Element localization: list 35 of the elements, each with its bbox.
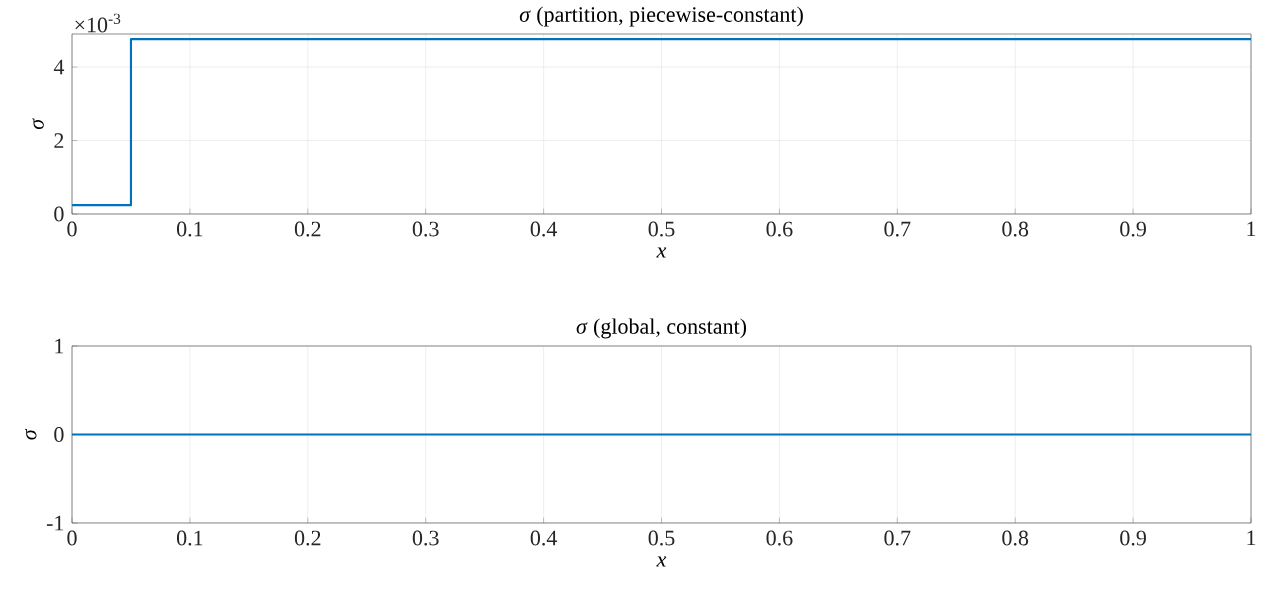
chart-title: σ (global, constant) [576, 318, 747, 339]
y-tick-label: 0 [54, 206, 64, 222]
x-tick-label: 0 [67, 221, 77, 237]
x-tick-label: 0.6 [766, 221, 793, 237]
chart-title: σ (partition, piecewise-constant) [519, 6, 803, 27]
y-tick-label: 4 [53, 59, 65, 75]
x-tick-label: 0.1 [177, 530, 203, 546]
x-tick-label: 1 [1247, 221, 1256, 237]
y-axis-title: σ [32, 118, 44, 130]
x-tick-label: 0.8 [1002, 221, 1029, 237]
x-tick-label: 0.3 [412, 530, 439, 546]
y-axis-title: σ [24, 428, 37, 440]
x-tick-label: 0.7 [884, 221, 911, 237]
x-tick-label: 0.6 [766, 530, 793, 546]
x-tick-label: 0.7 [884, 530, 911, 546]
x-tick-label: 0.3 [412, 221, 439, 237]
x-tick-label: 0.1 [177, 221, 203, 237]
x-tick-label: 0.9 [1120, 221, 1146, 237]
x-tick-label: 0.4 [530, 530, 558, 546]
text: ×10$^{-3}$ [75, 13, 121, 33]
y-tick-label: -1 [46, 515, 64, 531]
x-tick-label: 0.9 [1120, 530, 1146, 546]
y-tick-label: 2 [54, 133, 64, 148]
x-tick-label: 0.5 [648, 221, 675, 237]
x-tick-label: 0.8 [1002, 530, 1029, 546]
x-axis-title: x [656, 556, 667, 567]
y-tick-label: 0 [54, 427, 64, 442]
x-tick-label: 0.2 [294, 530, 321, 546]
x-tick-label: 0 [67, 530, 77, 546]
x-tick-label: 1 [1247, 530, 1256, 546]
x-tick-label: 0.4 [530, 221, 558, 237]
x-tick-label: 0.2 [294, 221, 321, 237]
x-tick-label: 0.5 [648, 530, 675, 546]
x-axis-title: x [656, 247, 667, 258]
y-tick-label: 1 [55, 338, 64, 354]
